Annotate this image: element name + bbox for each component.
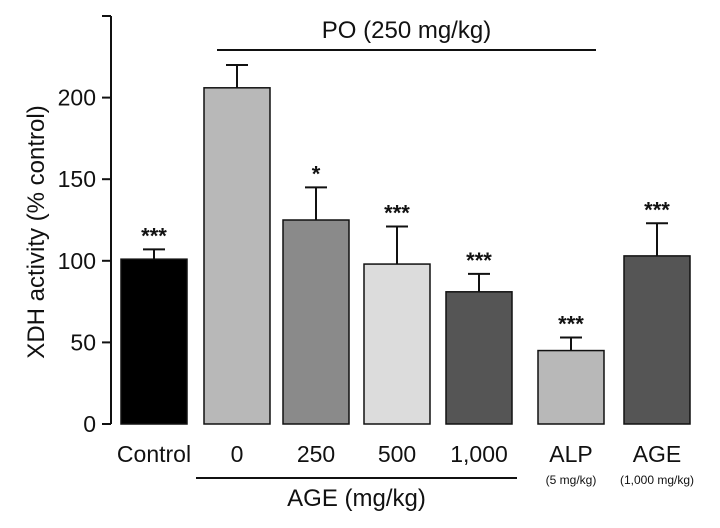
category-label: AGE	[633, 441, 682, 467]
bar	[537, 349, 605, 425]
significance-mark: ***	[141, 223, 167, 248]
significance-mark: ***	[384, 201, 410, 226]
significance-mark: ***	[644, 197, 670, 222]
bar	[623, 255, 691, 425]
bar	[120, 258, 188, 425]
bar	[445, 291, 513, 425]
group-label-top: PO (250 mg/kg)	[322, 17, 491, 44]
category-label: 500	[378, 441, 416, 467]
category-label: 1,000	[450, 441, 508, 467]
y-tick-label: 0	[83, 411, 96, 437]
plot-area: 0 50 100 150 200 *** Control 0 * 250 *** 500 *** 1,00…	[58, 15, 694, 512]
bar	[203, 87, 271, 425]
y-tick-label: 150	[58, 166, 96, 192]
category-sublabel: (1,000 mg/kg)	[620, 473, 694, 487]
y-tick-label: 50	[70, 329, 96, 355]
bar	[282, 219, 350, 425]
y-axis-title: XDH activity (% control)	[23, 105, 50, 358]
y-tick-label: 100	[58, 248, 96, 274]
significance-mark: *	[312, 161, 321, 186]
category-label: 250	[297, 441, 335, 467]
significance-mark: ***	[466, 248, 492, 273]
category-label: Control	[117, 441, 191, 467]
category-label: ALP	[549, 441, 592, 467]
bar	[363, 263, 431, 425]
category-sublabel: (5 mg/kg)	[546, 473, 597, 487]
group-label-bottom: AGE (mg/kg)	[287, 485, 426, 512]
significance-mark: ***	[558, 312, 584, 337]
y-tick-label: 200	[58, 85, 96, 111]
category-label: 0	[231, 441, 244, 467]
